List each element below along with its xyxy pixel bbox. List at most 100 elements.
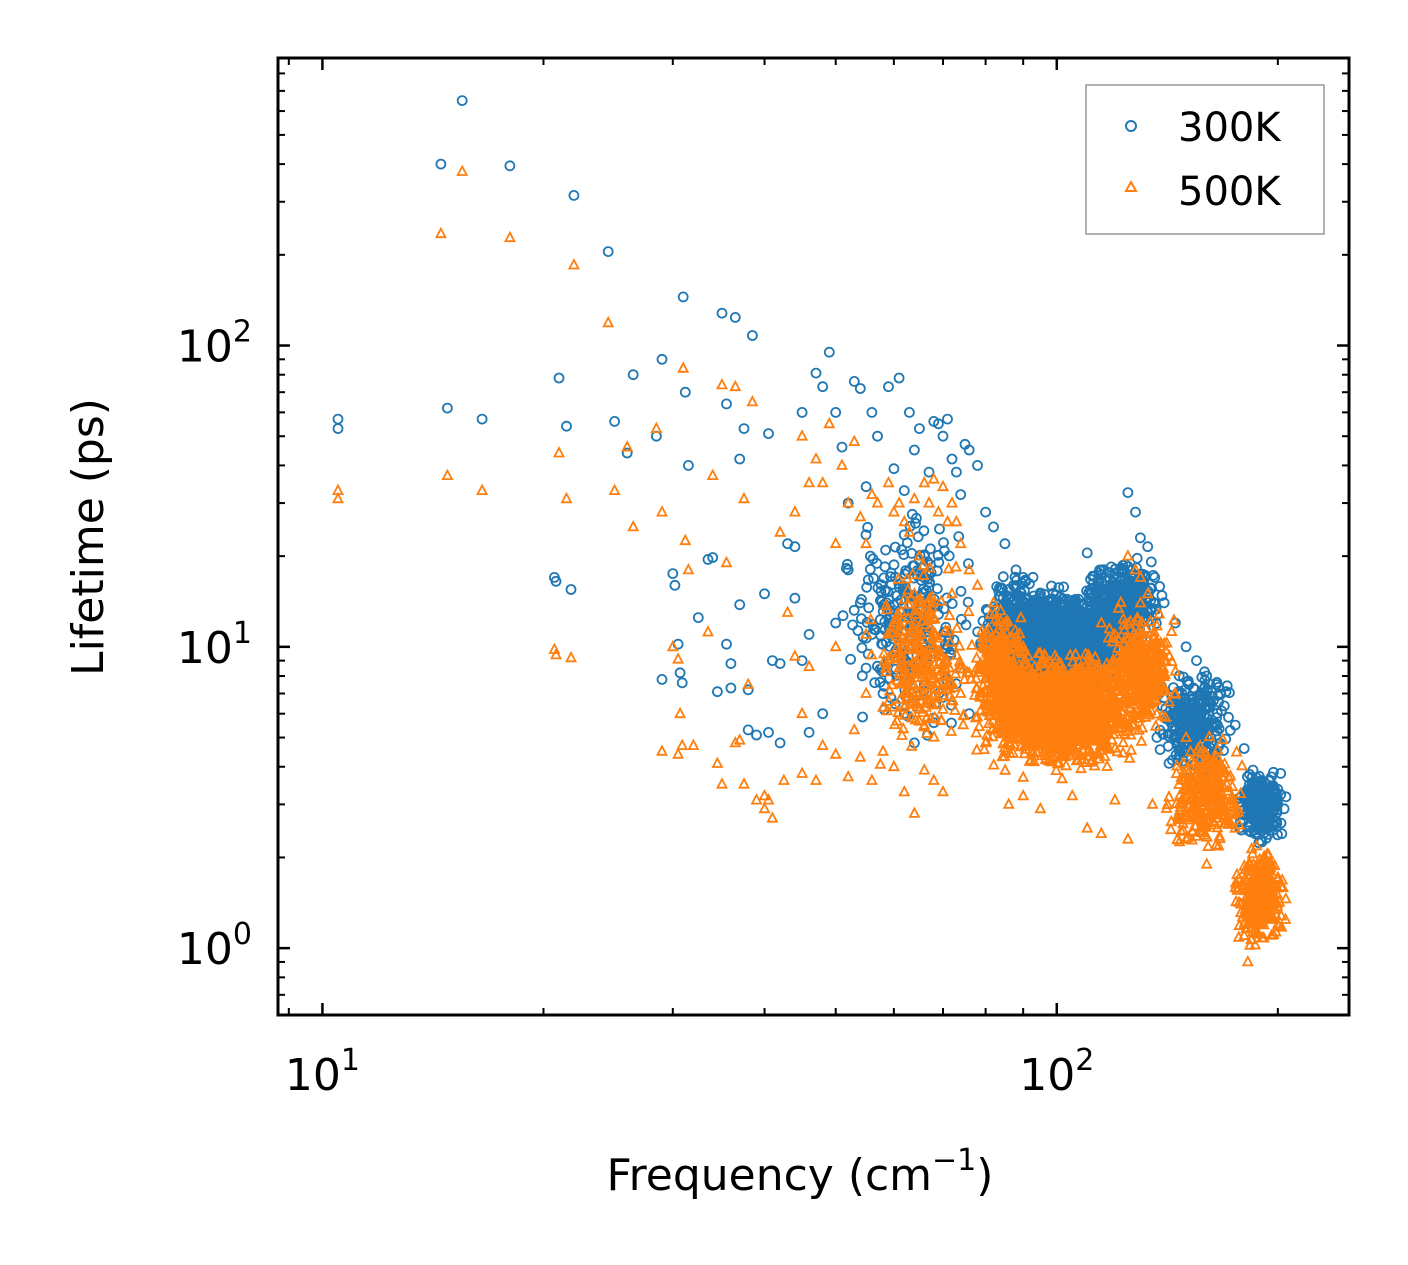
data-point (738, 491, 750, 504)
data-point (712, 686, 723, 698)
data-point (796, 766, 809, 778)
data-point (627, 369, 639, 381)
data-point (565, 650, 577, 663)
data-point (1095, 826, 1108, 838)
data-point (716, 777, 728, 789)
data-point (980, 506, 991, 518)
data-point (677, 291, 689, 303)
data-point (829, 536, 842, 549)
data-point (677, 361, 690, 373)
data-point (888, 463, 900, 475)
data-point (1145, 556, 1157, 568)
data-point (789, 592, 801, 604)
data-point (1121, 832, 1134, 844)
data-point (999, 538, 1011, 550)
data-point (702, 625, 714, 637)
data-point (987, 758, 1000, 770)
data-point (963, 444, 975, 456)
data-point (1238, 743, 1250, 754)
data-point (1135, 532, 1146, 544)
data-point (676, 738, 689, 750)
data-point (1063, 595, 1075, 607)
data-point (706, 468, 719, 480)
data-point (742, 677, 755, 689)
data-point (1135, 734, 1148, 746)
data-point (656, 353, 668, 365)
data-point (742, 684, 754, 696)
data-point (602, 246, 614, 258)
data-point (860, 536, 873, 549)
data-point (742, 724, 754, 736)
data-point (602, 315, 615, 328)
data-point (852, 625, 864, 636)
data-point (829, 639, 842, 652)
data-point (725, 682, 737, 694)
data-point (830, 617, 842, 629)
data-point (860, 481, 872, 493)
data-point (332, 413, 344, 425)
data-point (774, 658, 786, 669)
data-point (1004, 583, 1015, 595)
data-point (918, 475, 931, 488)
data-point (877, 744, 889, 756)
data-point (550, 647, 562, 660)
data-point (836, 458, 848, 470)
data-point (456, 164, 469, 176)
data-point (830, 406, 842, 418)
data-point (503, 230, 516, 243)
data-point (1066, 788, 1079, 801)
data-point (1073, 618, 1084, 630)
data-point (716, 377, 728, 390)
data-point (847, 619, 858, 631)
data-point (561, 420, 572, 432)
data-point (751, 729, 762, 741)
data-point (720, 555, 733, 568)
data-point (887, 759, 900, 772)
data-point (817, 381, 829, 393)
data-point (435, 158, 447, 170)
data-point (1081, 547, 1093, 559)
data-point (796, 706, 809, 719)
data-point (777, 773, 790, 785)
data-point (550, 575, 562, 587)
data-point (997, 571, 1009, 583)
data-point (1090, 635, 1102, 647)
data-point (803, 727, 815, 738)
data-point (914, 423, 925, 435)
data-point (898, 514, 911, 527)
data-point (909, 444, 920, 456)
data-point (738, 777, 750, 789)
data-point (332, 491, 344, 504)
data-point (942, 413, 953, 425)
data-point (887, 505, 900, 517)
data-point (1180, 641, 1192, 653)
data-point (810, 773, 822, 785)
data-point (747, 330, 758, 341)
data-point (656, 674, 668, 685)
data-point (912, 531, 924, 543)
data-point (568, 189, 580, 201)
data-point (565, 584, 577, 595)
data-point (738, 423, 750, 435)
data-point (707, 552, 719, 563)
data-point (441, 468, 454, 480)
data-point (729, 311, 741, 323)
data-point (950, 514, 963, 527)
data-point (692, 612, 704, 623)
data-point (946, 598, 958, 609)
data-point (816, 738, 829, 750)
data-point (1108, 793, 1121, 805)
data-point (1046, 580, 1057, 592)
data-point (932, 505, 945, 517)
data-point (999, 763, 1012, 775)
data-point (567, 258, 580, 270)
data-point (734, 453, 746, 465)
data-point (898, 485, 910, 497)
data-point (816, 475, 829, 488)
data-point (796, 429, 809, 441)
data-point (1048, 633, 1059, 644)
series-500K (332, 164, 1292, 967)
data-point (848, 722, 861, 735)
data-point (1191, 655, 1202, 666)
data-point (683, 459, 694, 471)
